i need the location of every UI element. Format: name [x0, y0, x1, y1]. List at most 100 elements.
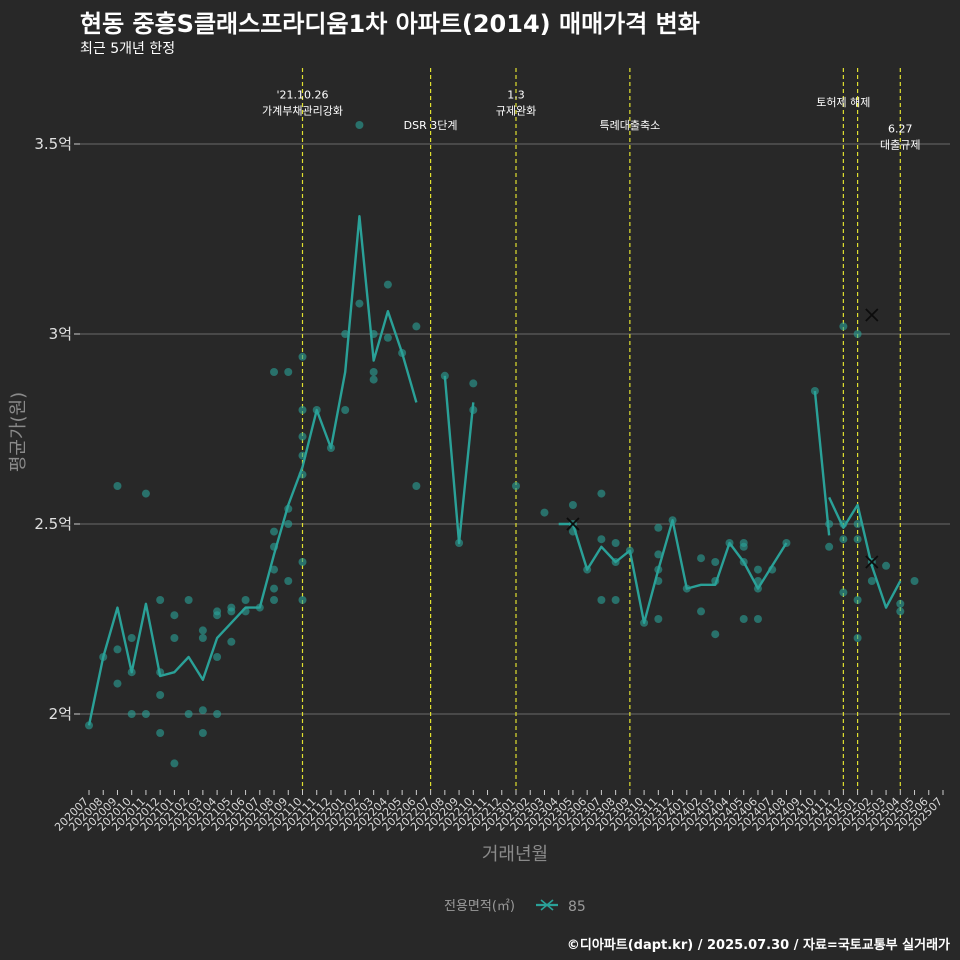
data-point — [213, 710, 222, 718]
series-line-segment — [87, 214, 418, 726]
data-point — [156, 691, 165, 699]
data-point — [611, 596, 620, 604]
legend-title: 전용면적(㎡) — [444, 899, 515, 914]
event-label: 특례대출축소 — [599, 119, 660, 132]
data-point — [867, 577, 876, 585]
grid-lines — [80, 143, 950, 715]
x-marker-stroke — [865, 308, 879, 322]
series-line-segment — [813, 390, 831, 536]
data-point — [540, 508, 549, 517]
data-point — [853, 520, 862, 528]
x-marker — [865, 555, 879, 569]
legend-x-swatch-b — [540, 899, 554, 911]
legend-label-85: 85 — [568, 899, 586, 915]
event-label: '21.10.26 — [276, 88, 328, 101]
data-point — [711, 558, 720, 566]
data-point — [839, 535, 848, 544]
data-point — [853, 634, 862, 642]
data-point — [839, 322, 848, 331]
y-tick-label: 3억 — [49, 325, 72, 343]
event-label: 토허제 해제 — [816, 95, 870, 109]
data-point — [512, 482, 520, 490]
data-point — [141, 489, 150, 498]
data-point — [753, 565, 762, 574]
data-point — [369, 375, 378, 384]
data-point — [882, 561, 891, 570]
data-point — [369, 368, 378, 376]
data-point — [141, 710, 150, 718]
legend: 전용면적(㎡) 85 — [444, 899, 586, 915]
data-point — [469, 379, 478, 388]
data-point — [825, 542, 834, 551]
data-point — [127, 634, 136, 642]
x-markers — [566, 308, 879, 569]
data-point — [184, 710, 193, 718]
data-point — [298, 406, 307, 414]
data-point — [341, 406, 350, 414]
y-tick-label: 3.5억 — [34, 135, 72, 153]
data-point — [383, 280, 392, 289]
event-label: 대출규제 — [880, 139, 920, 152]
data-point — [753, 615, 762, 623]
source-caption: ©디아파트(dapt.kr) / 2025.07.30 / 자료=국토교통부 실… — [566, 938, 950, 953]
data-point — [284, 577, 293, 585]
series-line-segment — [443, 375, 475, 545]
data-point — [739, 615, 748, 623]
data-point — [298, 558, 307, 566]
data-point — [213, 653, 222, 661]
data-point — [711, 630, 720, 639]
data-point — [697, 607, 706, 616]
data-point — [213, 611, 222, 620]
data-point — [298, 596, 307, 604]
data-point — [697, 554, 706, 563]
data-point — [341, 330, 350, 338]
y-axis-title: 평균가(원) — [8, 392, 29, 472]
series-line — [87, 214, 902, 726]
event-label: 6.27 — [888, 123, 913, 136]
data-point — [412, 322, 421, 331]
data-point — [170, 611, 179, 620]
data-point — [654, 523, 663, 532]
data-point — [853, 330, 862, 338]
data-point — [853, 535, 862, 544]
data-point — [284, 368, 293, 376]
series-line-segment — [558, 519, 788, 624]
data-point — [198, 626, 207, 635]
data-point — [298, 352, 307, 361]
data-point — [184, 596, 193, 604]
data-point — [156, 596, 165, 604]
data-point — [739, 542, 748, 551]
data-point — [270, 368, 279, 376]
data-point — [597, 489, 606, 498]
data-point — [270, 596, 279, 604]
event-label: 1.3 — [507, 88, 525, 101]
data-point — [198, 729, 207, 737]
data-point — [113, 482, 122, 490]
data-point — [113, 679, 122, 688]
data-point — [839, 588, 848, 597]
data-point — [597, 596, 606, 604]
x-axis-title: 거래년월 — [482, 844, 548, 865]
data-point — [896, 607, 905, 616]
data-point — [568, 501, 577, 509]
data-point — [241, 596, 250, 604]
data-point — [412, 482, 421, 490]
chart-subtitle: 최근 5개년 한정 — [80, 41, 176, 57]
data-point — [270, 565, 279, 574]
data-point — [896, 599, 905, 608]
data-point — [156, 729, 165, 737]
data-point — [198, 706, 207, 715]
x-axis-ticks: 2020072020082020092020102020112020122021… — [52, 790, 945, 834]
x-marker-stroke — [865, 555, 879, 569]
x-marker — [566, 517, 580, 531]
y-tick-label: 2.5억 — [34, 515, 72, 533]
data-point — [654, 615, 663, 623]
data-point — [270, 584, 279, 593]
data-point — [284, 520, 293, 528]
data-point — [198, 634, 207, 642]
data-point — [654, 550, 663, 559]
data-point — [383, 333, 392, 342]
event-label: DSR 3단계 — [404, 119, 458, 132]
data-point — [298, 432, 307, 441]
